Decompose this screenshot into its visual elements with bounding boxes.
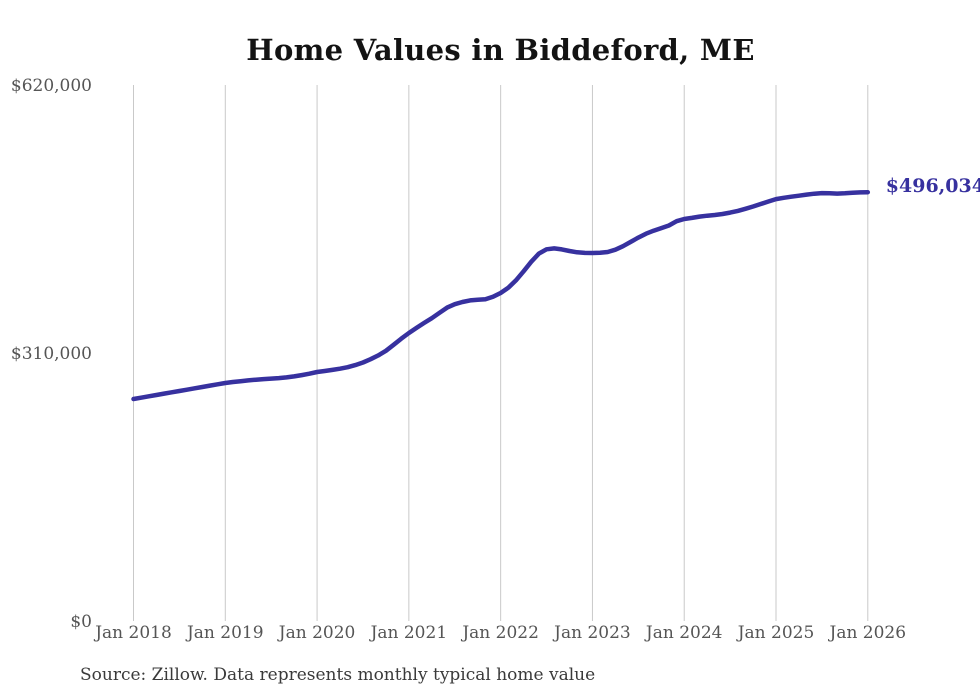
current-value-label: $496,034	[886, 175, 980, 197]
x-tick-label: Jan 2023	[552, 623, 631, 643]
x-tick-label: Jan 2024	[644, 623, 723, 643]
x-tick-label: Jan 2020	[277, 623, 356, 643]
x-tick-label: Jan 2019	[185, 623, 264, 643]
y-tick-label: $620,000	[11, 76, 92, 96]
x-tick-label: Jan 2021	[369, 623, 448, 643]
x-tick-label: Jan 2026	[828, 623, 907, 643]
home-value-line	[131, 189, 871, 402]
source-note: Source: Zillow. Data represents monthly …	[80, 665, 596, 685]
x-tick-label: Jan 2018	[93, 623, 172, 643]
y-tick-label: $0	[70, 612, 92, 632]
y-tick-label: $310,000	[11, 344, 92, 364]
x-tick-label: Jan 2022	[460, 623, 539, 643]
chart-title: Home Values in Biddeford, ME	[246, 33, 755, 67]
x-tick-label: Jan 2025	[736, 623, 815, 643]
